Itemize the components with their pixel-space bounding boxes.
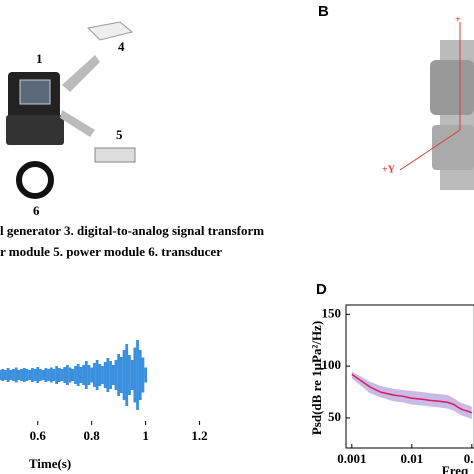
y-tick-label: 100: [322, 357, 342, 372]
caption-line: l generator 3. digital-to-analog signal …: [0, 223, 264, 238]
axes-frame: [345, 304, 474, 449]
caption-line: r module 5. power module 6. transducer: [0, 244, 222, 259]
panel-label: B: [318, 3, 329, 20]
x-tick-label: 0.8: [84, 428, 101, 443]
transducer-illustration: [399, 22, 474, 190]
equipment-illustration: [6, 21, 136, 199]
component-label: 4: [118, 39, 125, 54]
x-tick-label: 0.01: [400, 451, 423, 466]
x-tick-label: 1.2: [191, 428, 207, 443]
x-tick-label: 0.6: [30, 428, 47, 443]
y-axis-label: Psd(dB re 1μPa²/Hz): [309, 321, 324, 435]
x-axis-label: Freq: [442, 463, 469, 474]
y-tick-label: 50: [328, 409, 341, 424]
component-label: 5: [116, 127, 123, 142]
panel-label: D: [316, 281, 327, 298]
component-label: 6: [33, 203, 40, 218]
axis-label: +Y: [382, 164, 396, 175]
x-tick-label: 1: [142, 428, 149, 443]
axis-label: +: [455, 14, 461, 25]
x-axis-label: Time(s): [29, 456, 71, 471]
component-label: 1: [36, 51, 43, 66]
confidence-band: [351, 371, 472, 419]
psd-line: [351, 373, 473, 414]
y-tick-label: 150: [322, 305, 342, 320]
x-tick-label: 0.001: [337, 451, 366, 466]
x-tick-label: 0.1: [464, 451, 474, 466]
